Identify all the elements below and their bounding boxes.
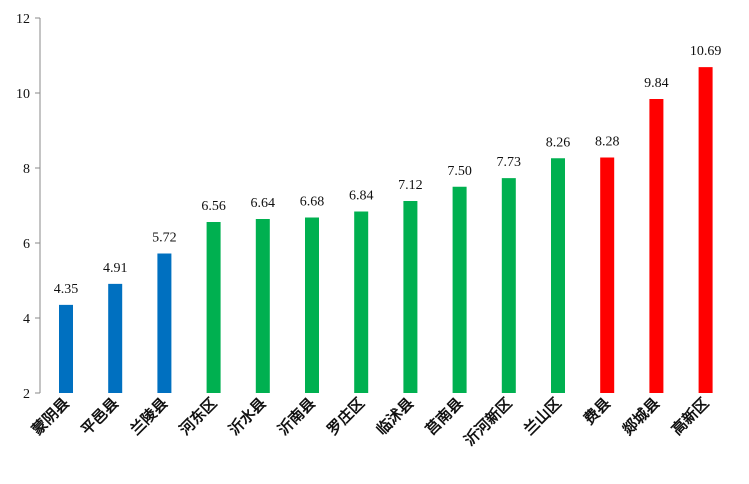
bar: [501, 178, 516, 393]
bar: [59, 304, 73, 393]
category-label: 河东区: [176, 394, 221, 439]
data-label: 4.91: [103, 261, 128, 276]
data-labels: 4.35 4.91 5.72 6.56 6.64 6.68 6.84 7.12 7.50 7.73…: [54, 44, 722, 297]
category-label: 临沭县: [373, 394, 418, 439]
bar: [600, 157, 615, 393]
bars: [59, 67, 713, 393]
data-label: 4.35: [54, 282, 79, 297]
data-label: 6.84: [349, 189, 374, 204]
data-label: 5.72: [152, 231, 177, 246]
category-label: 蒙阴县: [28, 394, 73, 439]
category-label: 郯城县: [619, 394, 664, 439]
bar: [206, 222, 221, 393]
bar: [649, 99, 664, 393]
data-label: 10.69: [690, 44, 722, 59]
bar: [698, 67, 713, 393]
data-label: 6.64: [251, 196, 276, 211]
x-axis-labels: 蒙阴县 平邑县 兰陵县 河东区 沂水县 沂南县 罗庄区 临沭县 莒南县沂河新区 兰山区 费县 郯城县高…: [28, 394, 712, 449]
category-label: 平邑县: [77, 394, 122, 439]
y-axis: 2 4 6 8 10 12: [16, 12, 41, 402]
bar: [354, 211, 369, 393]
data-label: 7.12: [398, 178, 423, 193]
category-label: 兰山区: [520, 394, 565, 439]
data-label: 6.68: [300, 195, 325, 210]
category-label: 沂水县: [225, 394, 270, 439]
data-label: 9.84: [644, 76, 669, 91]
y-tick-label: 2: [23, 387, 30, 402]
data-label: 8.26: [546, 135, 571, 150]
category-label: 沂河新区: [460, 394, 515, 449]
y-tick-label: 8: [23, 162, 30, 177]
category-label: 莒南县: [422, 394, 467, 439]
category-label: 兰陵县: [127, 394, 172, 439]
y-tick-label: 10: [16, 87, 30, 102]
category-label: 高新区: [668, 394, 713, 439]
bar: [157, 253, 172, 393]
y-tick-label: 4: [23, 312, 30, 327]
category-label: 罗庄区: [323, 394, 368, 439]
bar: [452, 186, 467, 393]
bar: [305, 217, 319, 393]
y-tick-label: 6: [23, 237, 30, 252]
y-tick-label: 12: [16, 12, 30, 27]
category-label: 费县: [580, 394, 614, 428]
category-label: 沂南县: [274, 394, 319, 439]
data-label: 8.28: [595, 135, 620, 150]
data-label: 7.73: [497, 155, 522, 170]
bar: [108, 283, 123, 393]
bar: [551, 158, 565, 393]
bar: [403, 201, 418, 393]
data-label: 6.56: [201, 199, 226, 214]
data-label: 7.50: [447, 164, 472, 179]
bar: [255, 219, 270, 393]
